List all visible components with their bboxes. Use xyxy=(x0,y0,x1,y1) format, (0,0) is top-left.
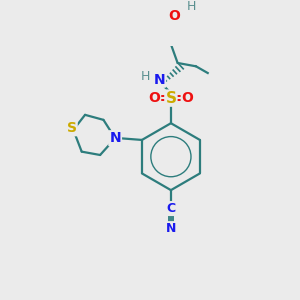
Text: N: N xyxy=(110,131,121,145)
Text: N: N xyxy=(153,73,165,87)
Text: C: C xyxy=(167,202,176,215)
Text: H: H xyxy=(186,0,196,13)
Text: S: S xyxy=(165,91,176,106)
Text: O: O xyxy=(168,9,180,23)
Text: H: H xyxy=(141,70,151,83)
Text: S: S xyxy=(67,121,77,135)
Text: O: O xyxy=(182,91,194,105)
Text: N: N xyxy=(166,222,176,235)
Text: O: O xyxy=(148,91,160,105)
